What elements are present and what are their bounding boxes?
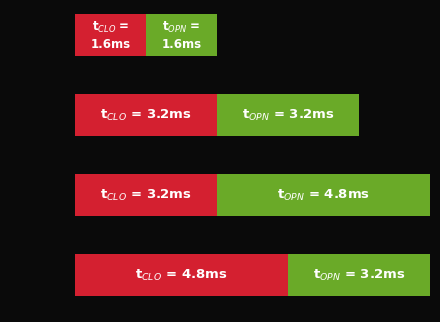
Text: t$_{CLO}$ = 3.2ms: t$_{CLO}$ = 3.2ms xyxy=(100,108,192,123)
Bar xyxy=(75,14,146,56)
Text: t$_{OPN}$ =
1.6ms: t$_{OPN}$ = 1.6ms xyxy=(161,19,202,51)
Text: t$_{OPN}$ = 3.2ms: t$_{OPN}$ = 3.2ms xyxy=(312,268,405,282)
Bar xyxy=(288,254,430,296)
Text: t$_{CLO}$ = 3.2ms: t$_{CLO}$ = 3.2ms xyxy=(100,187,192,203)
Text: t$_{CLO}$ =
1.6ms: t$_{CLO}$ = 1.6ms xyxy=(91,19,131,51)
Text: t$_{CLO}$ = 4.8ms: t$_{CLO}$ = 4.8ms xyxy=(136,268,227,282)
Bar xyxy=(146,14,217,56)
Bar xyxy=(217,174,430,216)
Bar xyxy=(217,94,359,136)
Text: t$_{OPN}$ = 4.8ms: t$_{OPN}$ = 4.8ms xyxy=(277,187,370,203)
Text: t$_{OPN}$ = 3.2ms: t$_{OPN}$ = 3.2ms xyxy=(242,108,334,123)
Bar xyxy=(75,174,217,216)
Bar xyxy=(75,94,217,136)
Bar xyxy=(75,254,288,296)
